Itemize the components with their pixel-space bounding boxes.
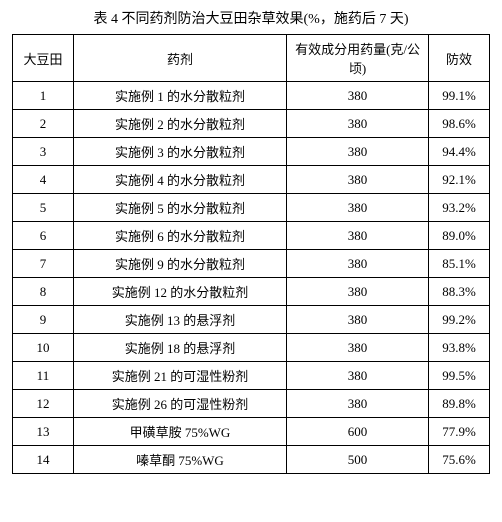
table-row: 12实施例 26 的可湿性粉剂38089.8% bbox=[13, 390, 490, 418]
cell-effect: 93.8% bbox=[429, 334, 490, 362]
header-field: 大豆田 bbox=[13, 35, 74, 82]
cell-agent: 实施例 3 的水分散粒剂 bbox=[73, 138, 286, 166]
cell-agent: 实施例 13 的悬浮剂 bbox=[73, 306, 286, 334]
table-row: 14嗪草酮 75%WG50075.6% bbox=[13, 446, 490, 474]
cell-field: 7 bbox=[13, 250, 74, 278]
cell-dose: 380 bbox=[287, 194, 429, 222]
herbicide-efficacy-table: 大豆田 药剂 有效成分用药量(克/公顷) 防效 1实施例 1 的水分散粒剂380… bbox=[12, 34, 490, 474]
cell-agent: 实施例 1 的水分散粒剂 bbox=[73, 82, 286, 110]
cell-field: 4 bbox=[13, 166, 74, 194]
table-row: 4实施例 4 的水分散粒剂38092.1% bbox=[13, 166, 490, 194]
cell-dose: 380 bbox=[287, 166, 429, 194]
cell-agent: 实施例 12 的水分散粒剂 bbox=[73, 278, 286, 306]
cell-effect: 88.3% bbox=[429, 278, 490, 306]
cell-dose: 380 bbox=[287, 222, 429, 250]
table-body: 1实施例 1 的水分散粒剂38099.1%2实施例 2 的水分散粒剂38098.… bbox=[13, 82, 490, 474]
table-row: 2实施例 2 的水分散粒剂38098.6% bbox=[13, 110, 490, 138]
table-row: 13甲磺草胺 75%WG60077.9% bbox=[13, 418, 490, 446]
header-row: 大豆田 药剂 有效成分用药量(克/公顷) 防效 bbox=[13, 35, 490, 82]
cell-dose: 380 bbox=[287, 306, 429, 334]
cell-effect: 89.0% bbox=[429, 222, 490, 250]
cell-field: 3 bbox=[13, 138, 74, 166]
cell-effect: 99.1% bbox=[429, 82, 490, 110]
header-effect: 防效 bbox=[429, 35, 490, 82]
cell-field: 2 bbox=[13, 110, 74, 138]
cell-effect: 85.1% bbox=[429, 250, 490, 278]
cell-agent: 实施例 4 的水分散粒剂 bbox=[73, 166, 286, 194]
cell-effect: 92.1% bbox=[429, 166, 490, 194]
cell-effect: 99.5% bbox=[429, 362, 490, 390]
cell-dose: 500 bbox=[287, 446, 429, 474]
cell-agent: 实施例 9 的水分散粒剂 bbox=[73, 250, 286, 278]
cell-dose: 380 bbox=[287, 250, 429, 278]
cell-effect: 93.2% bbox=[429, 194, 490, 222]
cell-agent: 实施例 26 的可湿性粉剂 bbox=[73, 390, 286, 418]
cell-effect: 99.2% bbox=[429, 306, 490, 334]
cell-dose: 380 bbox=[287, 334, 429, 362]
cell-dose: 380 bbox=[287, 362, 429, 390]
table-title: 表 4 不同药剂防治大豆田杂草效果(%，施药后 7 天) bbox=[12, 8, 490, 28]
cell-dose: 600 bbox=[287, 418, 429, 446]
table-row: 10实施例 18 的悬浮剂38093.8% bbox=[13, 334, 490, 362]
cell-field: 1 bbox=[13, 82, 74, 110]
table-row: 7实施例 9 的水分散粒剂38085.1% bbox=[13, 250, 490, 278]
table-row: 5实施例 5 的水分散粒剂38093.2% bbox=[13, 194, 490, 222]
cell-field: 10 bbox=[13, 334, 74, 362]
table-row: 1实施例 1 的水分散粒剂38099.1% bbox=[13, 82, 490, 110]
cell-dose: 380 bbox=[287, 390, 429, 418]
cell-agent: 实施例 2 的水分散粒剂 bbox=[73, 110, 286, 138]
table-row: 9实施例 13 的悬浮剂38099.2% bbox=[13, 306, 490, 334]
cell-dose: 380 bbox=[287, 82, 429, 110]
header-dose: 有效成分用药量(克/公顷) bbox=[287, 35, 429, 82]
cell-field: 13 bbox=[13, 418, 74, 446]
cell-agent: 甲磺草胺 75%WG bbox=[73, 418, 286, 446]
cell-agent: 实施例 5 的水分散粒剂 bbox=[73, 194, 286, 222]
cell-dose: 380 bbox=[287, 110, 429, 138]
cell-field: 9 bbox=[13, 306, 74, 334]
cell-agent: 嗪草酮 75%WG bbox=[73, 446, 286, 474]
cell-field: 5 bbox=[13, 194, 74, 222]
cell-dose: 380 bbox=[287, 138, 429, 166]
cell-dose: 380 bbox=[287, 278, 429, 306]
table-row: 3实施例 3 的水分散粒剂38094.4% bbox=[13, 138, 490, 166]
header-agent: 药剂 bbox=[73, 35, 286, 82]
cell-agent: 实施例 21 的可湿性粉剂 bbox=[73, 362, 286, 390]
table-row: 11实施例 21 的可湿性粉剂38099.5% bbox=[13, 362, 490, 390]
cell-field: 12 bbox=[13, 390, 74, 418]
cell-effect: 77.9% bbox=[429, 418, 490, 446]
cell-effect: 94.4% bbox=[429, 138, 490, 166]
table-row: 8实施例 12 的水分散粒剂38088.3% bbox=[13, 278, 490, 306]
cell-field: 11 bbox=[13, 362, 74, 390]
cell-agent: 实施例 18 的悬浮剂 bbox=[73, 334, 286, 362]
cell-field: 8 bbox=[13, 278, 74, 306]
cell-field: 6 bbox=[13, 222, 74, 250]
cell-agent: 实施例 6 的水分散粒剂 bbox=[73, 222, 286, 250]
cell-effect: 89.8% bbox=[429, 390, 490, 418]
cell-effect: 98.6% bbox=[429, 110, 490, 138]
cell-field: 14 bbox=[13, 446, 74, 474]
table-row: 6实施例 6 的水分散粒剂38089.0% bbox=[13, 222, 490, 250]
cell-effect: 75.6% bbox=[429, 446, 490, 474]
